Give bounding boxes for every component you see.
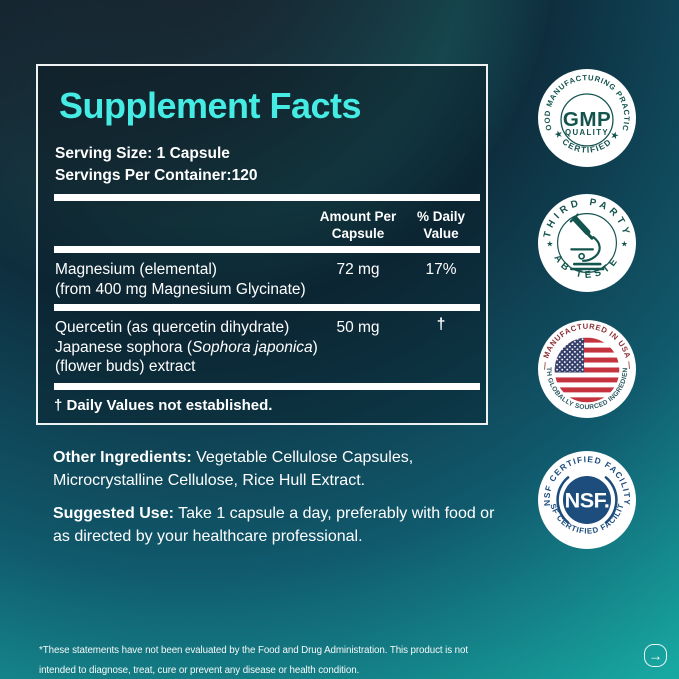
divider-thick (54, 304, 480, 311)
other-ingredients-text: Vegetable Cellulose Capsules, Microcryst… (53, 449, 414, 489)
badge-inner-ring (560, 93, 614, 147)
arrow-right-icon: → (648, 647, 663, 663)
suggested-use: Suggested Use: Take 1 capsule a day, pre… (53, 503, 495, 548)
amount-value: 72 mg (336, 261, 380, 278)
column-header-dv-line2: Value (423, 226, 459, 241)
us-flag-icon (554, 337, 620, 403)
ingredient-name: Quercetin (as quercetin dihydrate) (55, 319, 290, 336)
suggested-use-text: Take 1 capsule a day, preferably with fo… (53, 505, 495, 545)
left-paren-arc (556, 476, 570, 524)
ingredient-name: Magnesium (elemental) (55, 261, 217, 278)
column-header-dv-line1: % Daily (416, 209, 466, 224)
panel-title: Supplement Facts (59, 85, 362, 126)
divider-thick (54, 383, 480, 390)
dv-value: 17% (425, 261, 457, 278)
right-paren-arc (604, 476, 618, 524)
amount-value: 50 mg (336, 319, 380, 336)
badge-disc (538, 69, 636, 167)
other-ingredients-label: Other Ingredients: (53, 449, 192, 466)
microscope-icon (569, 213, 605, 271)
table-row-quercetin: Quercetin (as quercetin dihydrate) Japan… (55, 318, 318, 377)
next-button[interactable]: → (644, 644, 667, 667)
star-icon: ★ (621, 239, 628, 248)
badge-disc (538, 194, 636, 292)
suggested-use-label: Suggested Use: (53, 505, 174, 522)
divider-thick (54, 246, 480, 253)
star-icon: ★ (546, 239, 553, 248)
column-header-amount: Amount Per Capsule (302, 208, 414, 242)
nsf-center-text: NSF. (565, 487, 610, 512)
badge-nsf-certified-facility: NSF CERTIFIED FACILITY NSF CERTIFIED FAC… (538, 451, 636, 549)
nsf-center-disc (562, 475, 612, 525)
ingredient-detail: (flower buds) extract (55, 358, 196, 375)
serving-size: Serving Size: 1 Capsule (55, 145, 230, 162)
other-ingredients: Other Ingredients: Vegetable Cellulose C… (53, 447, 495, 492)
badge-third-party-lab-tested: THIRD PARTY LAB TESTED ★ ★ (538, 194, 636, 292)
badge-manufactured-in-usa: — MANUFACTURED IN USA — WITH GLOBALLY SO… (538, 320, 636, 418)
divider-thick (54, 194, 480, 201)
servings-per-container: Servings Per Container:120 (55, 167, 258, 184)
badge-gmp-certified: GOOD MANUFACTURING PRACTICE ★ CERTIFIED … (538, 69, 636, 167)
ingredient-detail: Japanese sophora (Sophora japonica) (55, 338, 318, 356)
column-header-amount-line1: Amount Per (319, 209, 397, 224)
column-header-dv: % Daily Value (399, 208, 483, 242)
daily-value-footnote: † Daily Values not established. (54, 397, 273, 414)
column-header-amount-line2: Capsule (331, 226, 385, 241)
dv-value-dagger: † (436, 316, 446, 333)
badge-inner-ring (557, 213, 617, 273)
fda-disclaimer: *These statements have not been evaluate… (39, 645, 468, 676)
ingredient-detail: (from 400 mg Magnesium Glycinate) (55, 280, 306, 298)
table-row-magnesium: Magnesium (elemental) (from 400 mg Magne… (55, 260, 306, 299)
gmp-quality-text: QUALITY (565, 128, 609, 137)
gmp-center-text: GMP (563, 108, 611, 131)
supplement-facts-panel: Supplement Facts Serving Size: 1 Capsule… (36, 64, 488, 425)
